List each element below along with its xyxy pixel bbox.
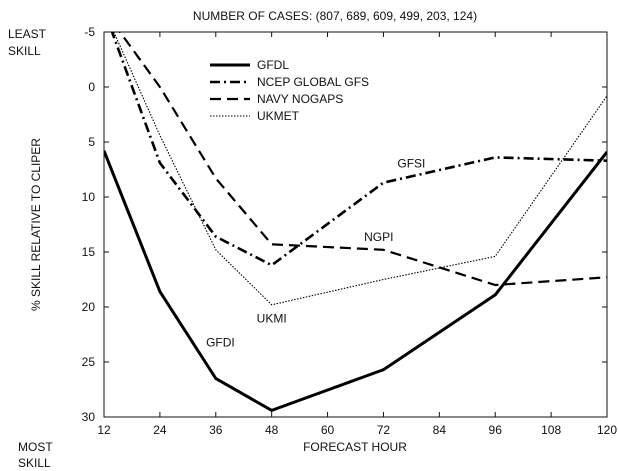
y-tick-label: 0 (88, 80, 95, 94)
chart-title: NUMBER OF CASES: (807, 689, 609, 499, 20… (193, 9, 477, 23)
x-tick-label: 84 (433, 423, 447, 437)
least-skill-label-line2: SKILL (8, 44, 41, 58)
y-tick-label: 20 (82, 300, 96, 314)
series-line-ukmet (113, 32, 607, 306)
series-annotation: GFSI (397, 156, 425, 170)
legend: GFDL NCEP GLOBAL GFS NAVY NOGAPS UKMET (210, 58, 369, 123)
x-tick-label: 108 (541, 423, 561, 437)
legend-label: GFDL (257, 58, 289, 72)
x-axis-title: FORECAST HOUR (303, 440, 407, 454)
most-skill-label-line2: SKILL (18, 456, 51, 470)
y-tick-label: 15 (82, 245, 96, 259)
x-tick-label: 36 (209, 423, 223, 437)
series-line-navy-nogaps (118, 32, 607, 287)
y-tick-label: 25 (82, 355, 96, 369)
legend-label: UKMET (257, 109, 300, 123)
annotation-layer: GFSI NGPI UKMI GFDI (206, 156, 425, 349)
x-tick-label: 48 (265, 423, 279, 437)
x-tick-label: 60 (321, 423, 335, 437)
series-line-ncep-global-gfs (110, 32, 607, 267)
series-annotation: NGPI (364, 230, 393, 244)
y-axis-title: % SKILL RELATIVE TO CLIPER (29, 138, 43, 311)
x-tick-label: 96 (489, 423, 503, 437)
x-tick-label: 12 (97, 423, 111, 437)
series-annotation: UKMI (257, 311, 287, 325)
y-tick-label: 30 (82, 410, 96, 424)
most-skill-label-line1: MOST (18, 440, 53, 454)
legend-label: NCEP GLOBAL GFS (257, 75, 369, 89)
x-tick-label: 72 (377, 423, 391, 437)
least-skill-label-line1: LEAST (8, 27, 47, 41)
plot-area-frame (103, 31, 608, 418)
legend-label: NAVY NOGAPS (257, 92, 343, 106)
x-tick-label: 120 (597, 423, 617, 437)
series-annotation: GFDI (206, 336, 235, 350)
y-tick-label: 10 (82, 190, 96, 204)
series-line-gfdl (104, 150, 607, 412)
y-axis: -5 0 5 10 15 20 25 30 (82, 25, 607, 424)
y-tick-label: 5 (88, 135, 95, 149)
x-tick-label: 24 (153, 423, 167, 437)
y-tick-label: -5 (84, 25, 95, 39)
x-axis: 12 24 36 48 60 72 84 96 108 120 (97, 32, 617, 437)
series-layer (104, 32, 607, 412)
